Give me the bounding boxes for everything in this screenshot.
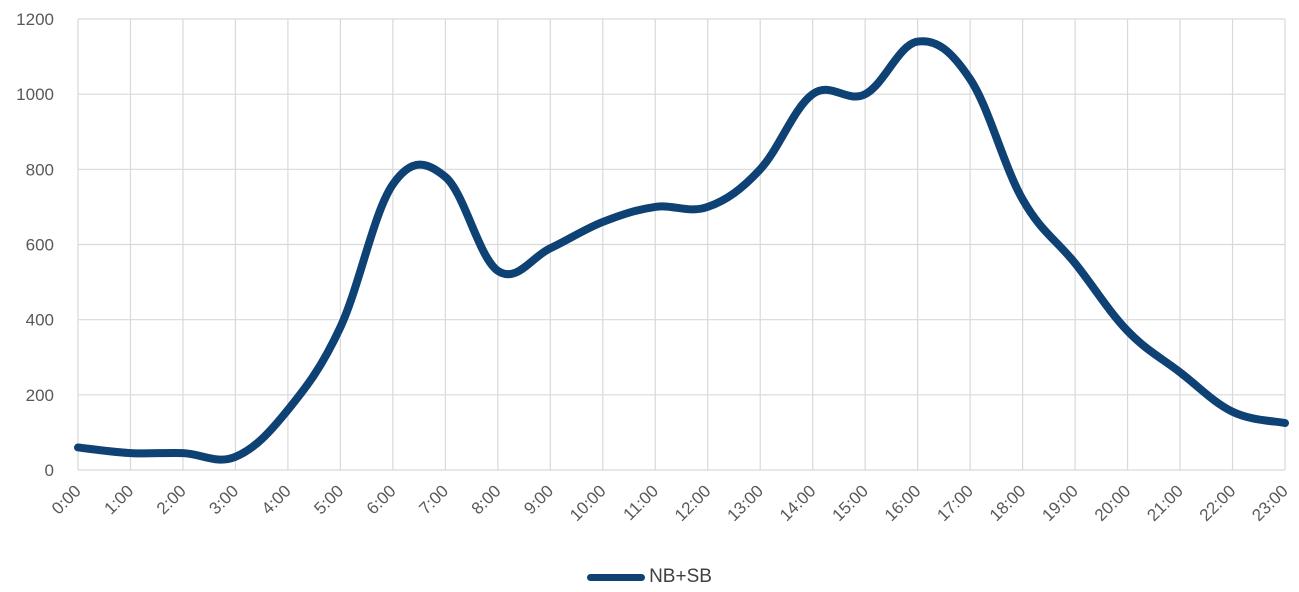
x-tick-label: 19:00: [1038, 481, 1082, 525]
x-tick-label: 14:00: [776, 481, 820, 525]
x-tick-label: 2:00: [153, 481, 190, 518]
x-tick-label: 18:00: [986, 481, 1030, 525]
y-tick-label: 1000: [16, 85, 54, 104]
x-tick-label: 5:00: [310, 481, 347, 518]
data-point: [340, 327, 341, 328]
x-tick-label: 21:00: [1143, 481, 1187, 525]
data-point: [760, 169, 761, 170]
x-tick-label: 20:00: [1091, 481, 1135, 525]
x-tick-label: 8:00: [468, 481, 505, 518]
x-tick-label: 7:00: [415, 481, 452, 518]
data-point: [1232, 411, 1233, 412]
x-tick-label: 11:00: [619, 481, 662, 524]
y-tick-label: 0: [45, 461, 54, 480]
x-tick-label: 3:00: [205, 481, 242, 518]
x-tick-label: 23:00: [1248, 481, 1292, 525]
data-point: [78, 447, 79, 448]
series-layer: [74, 37, 1289, 464]
x-tick-label: 6:00: [363, 481, 400, 518]
data-point: [1022, 199, 1023, 200]
series-line: [74, 37, 1289, 464]
data-point: [550, 248, 551, 249]
data-point: [235, 456, 236, 457]
y-tick-label: 200: [26, 386, 54, 405]
data-point: [445, 176, 446, 177]
data-point: [602, 221, 603, 222]
y-tick-label: 1200: [16, 10, 54, 29]
x-tick-label: 22:00: [1196, 481, 1240, 525]
x-axis-ticks: 0:00 1:00 2:00 3:00 4:00 5:00 6:00 7:00 8:00 9:00…: [48, 481, 1292, 525]
data-point: [1075, 263, 1076, 264]
data-point: [130, 453, 131, 454]
data-point: [812, 94, 813, 95]
data-point: [287, 409, 288, 410]
y-tick-label: 800: [26, 160, 54, 179]
gridlines: [77, 18, 1286, 471]
x-tick-label: 0:00: [48, 481, 85, 518]
data-point: [1285, 423, 1286, 424]
data-point: [497, 270, 498, 271]
legend-swatch: [587, 573, 646, 581]
data-point: [970, 79, 971, 80]
x-tick-label: 10:00: [566, 481, 610, 525]
y-tick-label: 400: [26, 311, 54, 330]
data-point: [917, 41, 918, 42]
x-tick-label: 12:00: [671, 481, 715, 525]
x-tick-label: 17:00: [933, 481, 977, 525]
data-point: [392, 184, 393, 185]
legend: NB+SB: [0, 562, 1299, 592]
y-tick-label: 600: [26, 236, 54, 255]
data-point: [707, 206, 708, 207]
legend-item-series: NB+SB: [587, 566, 712, 588]
data-point: [655, 206, 656, 207]
x-tick-label: 1:00: [100, 481, 137, 518]
data-point: [182, 453, 183, 454]
legend-label: NB+SB: [649, 566, 712, 587]
x-tick-label: 9:00: [520, 481, 557, 518]
x-tick-label: 15:00: [828, 481, 872, 525]
x-tick-label: 16:00: [881, 481, 925, 525]
x-tick-label: 4:00: [258, 481, 295, 518]
y-axis-ticks: 0 200 400 600 800 1000 1200: [16, 10, 54, 480]
data-point: [865, 94, 866, 95]
data-point: [1180, 372, 1181, 373]
x-tick-label: 13:00: [724, 481, 768, 525]
data-point: [1127, 330, 1128, 331]
